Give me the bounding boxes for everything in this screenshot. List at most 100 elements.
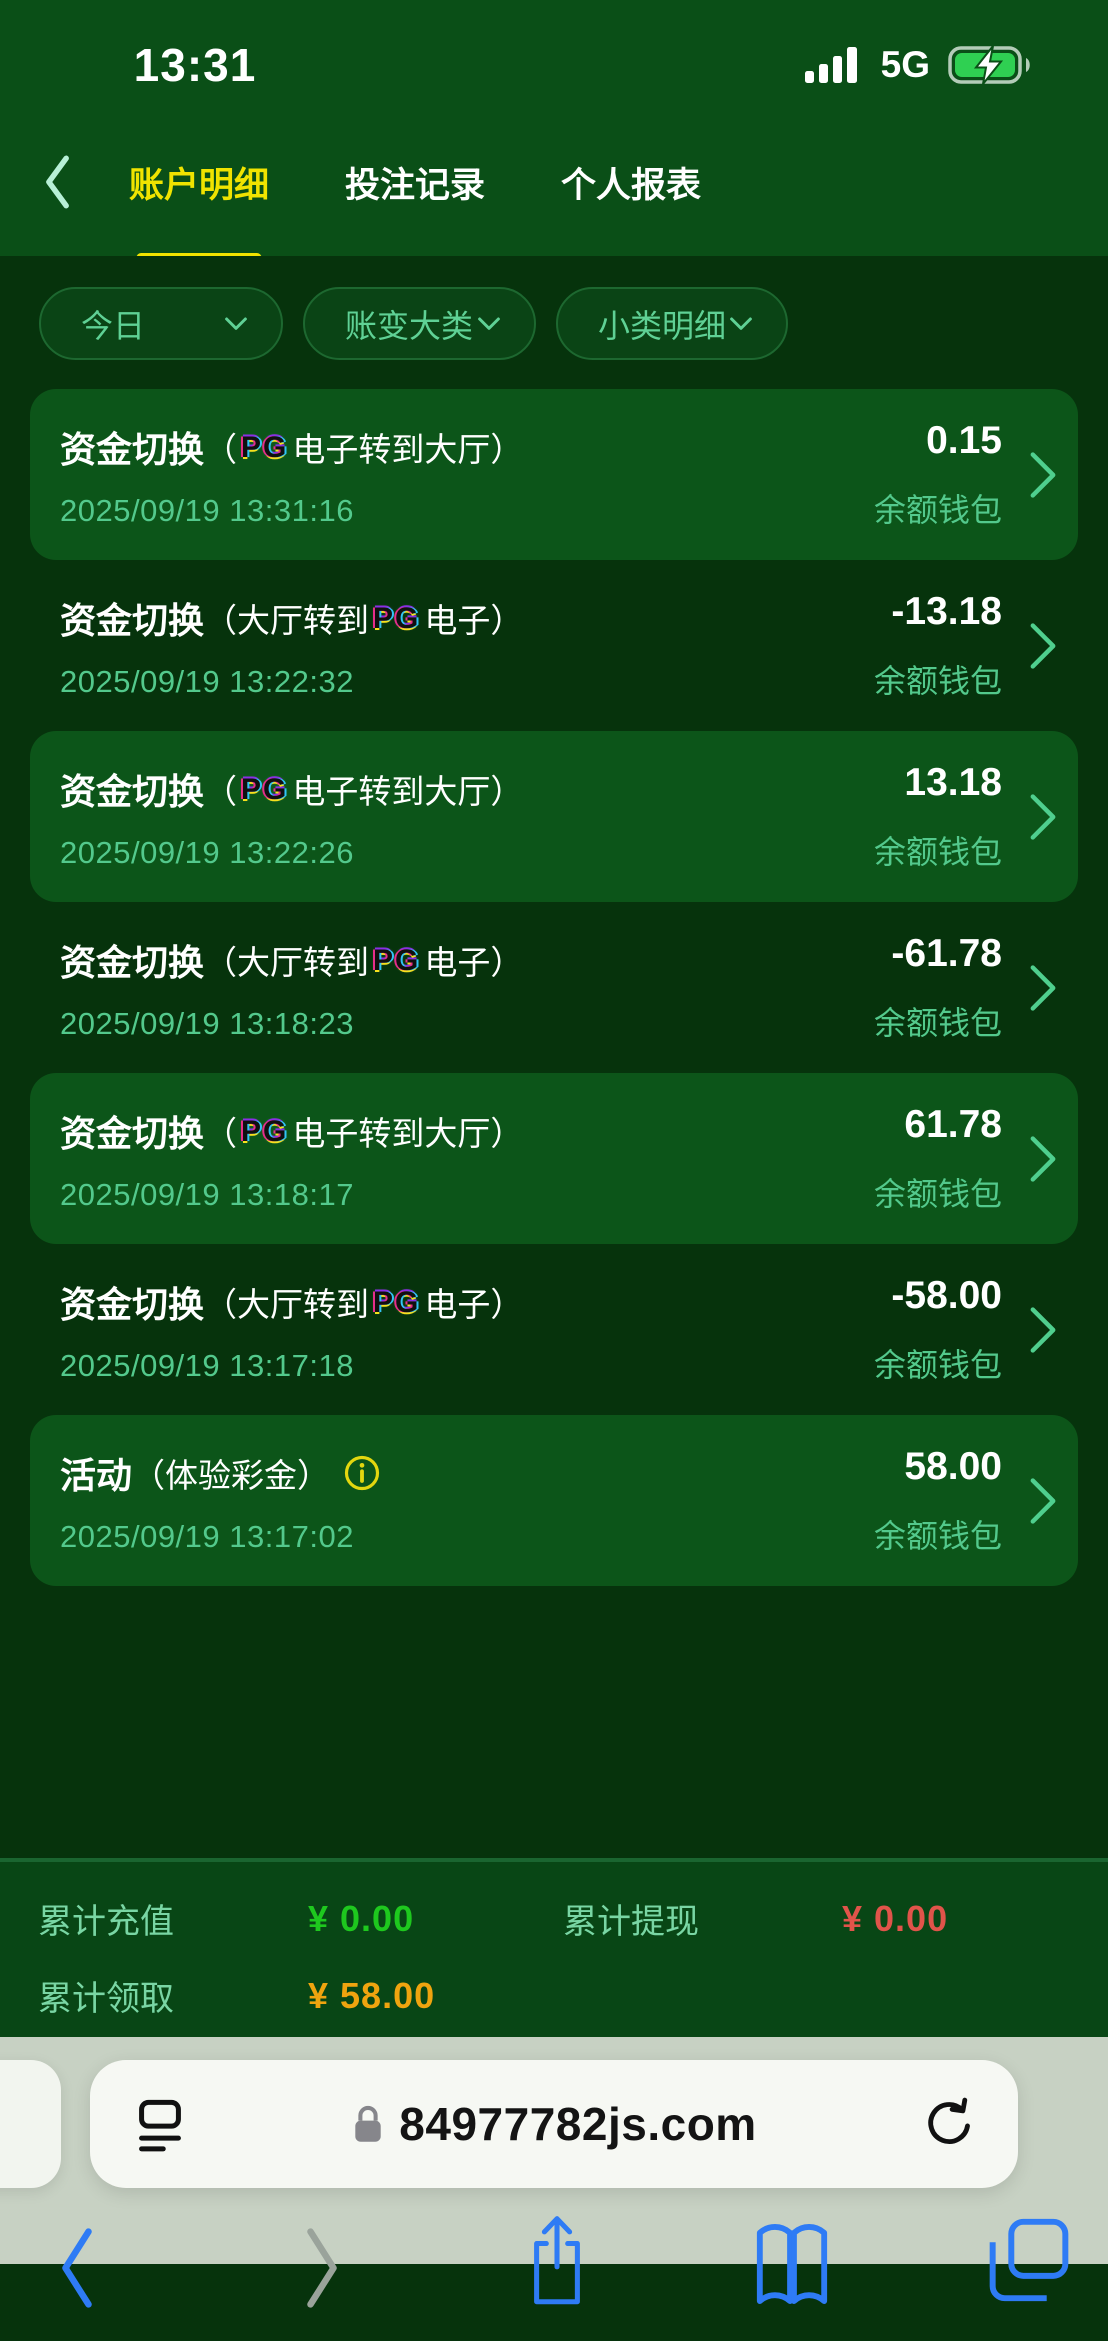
transaction-title: 资金切换 （大厅转到 PG 电子） — [60, 592, 874, 644]
filter-label: 今日 — [81, 307, 146, 344]
transaction-type-label: 资金切换 — [60, 428, 205, 470]
transaction-main: 活动 （体验彩金） 2025/09/19 13:17:02 — [60, 1447, 874, 1555]
pg-provider-logo-icon: PG — [373, 1285, 421, 1319]
transaction-right: 58.00 余额钱包 — [874, 1445, 1002, 1557]
totals-grid: 累计充值 ¥ 0.00 累计提现 ¥ 0.00 累计领取 ¥ 58.00 — [38, 1894, 1108, 2020]
tab-bar: 账户明细 投注记录 个人报表 — [129, 148, 701, 216]
chevron-right-icon — [1014, 449, 1072, 501]
transaction-type-label: 资金切换 — [60, 1283, 205, 1325]
detail-text: （ — [204, 772, 238, 810]
pg-provider-logo-icon: PG — [373, 943, 421, 977]
tab-bet-records[interactable]: 投注记录 — [345, 165, 486, 205]
transaction-right: 61.78 余额钱包 — [874, 1103, 1002, 1215]
summary-label: 累计领取 — [38, 1980, 174, 2018]
reload-icon[interactable] — [922, 2095, 976, 2153]
detail-text: （ — [204, 1114, 238, 1152]
detail-text: 电子转到大厅） — [292, 1114, 524, 1152]
browser-chrome: 84977782js.com — [0, 2037, 1108, 2308]
transaction-type-label: 资金切换 — [60, 770, 205, 812]
transaction-main: 资金切换（PG 电子转到大厅） 2025/09/19 13:22:26 — [60, 763, 874, 871]
transaction-row[interactable]: 资金切换（PG 电子转到大厅） 2025/09/19 13:18:17 61.78 余额… — [30, 1073, 1078, 1244]
url-text: 84977782js.com — [399, 2098, 757, 2150]
summary-value: ¥ 58.00 — [308, 1974, 436, 2016]
signal-strength-icon — [804, 45, 863, 85]
transaction-row[interactable]: 资金切换（PG 电子转到大厅） 2025/09/19 13:31:16 0.15 余额钱… — [30, 389, 1078, 560]
transaction-amount: -61.78 — [891, 931, 1002, 975]
transaction-datetime: 2025/09/19 13:17:02 — [60, 1518, 354, 1554]
pg-provider-logo-icon: PG — [241, 430, 289, 464]
filter-change-category[interactable]: 账变大类 — [303, 287, 536, 360]
chevron-down-icon — [221, 309, 251, 339]
back-button[interactable] — [26, 148, 90, 216]
transaction-type-label: 资金切换 — [60, 599, 205, 641]
transaction-right: 13.18 余额钱包 — [874, 761, 1002, 873]
transaction-right: -61.78 余额钱包 — [874, 932, 1002, 1044]
transaction-right: 0.15 余额钱包 — [874, 419, 1002, 531]
transaction-row[interactable]: 资金切换 （大厅转到 PG 电子） 2025/09/19 13:18:23 -61.78 余… — [30, 902, 1078, 1073]
transaction-datetime: 2025/09/19 13:22:32 — [60, 663, 354, 699]
transaction-detail: （大厅转到 PG 电子） — [204, 594, 523, 642]
info-icon[interactable] — [342, 1453, 382, 1493]
detail-text: （大厅转到 — [204, 601, 370, 639]
transaction-wallet-label: 余额钱包 — [873, 662, 1002, 699]
back-icon[interactable] — [54, 2225, 100, 2311]
transaction-amount: 13.18 — [904, 760, 1002, 804]
detail-text: 电子） — [424, 943, 524, 981]
transaction-amount: 61.78 — [904, 1102, 1002, 1146]
transaction-list: 资金切换（PG 电子转到大厅） 2025/09/19 13:31:16 0.15 余额钱… — [0, 389, 1108, 1586]
tab-account-detail[interactable]: 账户明细 — [129, 157, 269, 208]
transaction-row[interactable]: 资金切换 （大厅转到 PG 电子） 2025/09/19 13:22:32 -13.18 余… — [30, 560, 1078, 731]
transaction-datetime: 2025/09/19 13:18:23 — [60, 1005, 354, 1041]
summary-label: 累计充值 — [38, 1903, 174, 1941]
url-display: 84977782js.com — [90, 2097, 1018, 2151]
totals-summary-panel: 累计充值 ¥ 0.00 累计提现 ¥ 0.00 累计领取 ¥ 58.00 — [0, 1858, 1108, 2037]
account-detail-page: 今日 账变大类 小类明细 资金切换（PG 电子转到大厅） 2025/09/19 13:3… — [0, 256, 1108, 2037]
transaction-row[interactable]: 资金切换（PG 电子转到大厅） 2025/09/19 13:22:26 13.18 余额… — [30, 731, 1078, 902]
summary-value: ¥ 0.00 — [308, 1897, 415, 1939]
transaction-datetime: 2025/09/19 13:31:16 — [60, 492, 354, 528]
chevron-right-icon — [1014, 620, 1072, 672]
transaction-title: 资金切换（PG 电子转到大厅） — [60, 763, 874, 815]
filter-date-range[interactable]: 今日 — [39, 287, 283, 360]
filter-label: 小类明细 — [598, 307, 727, 344]
page-format-icon[interactable] — [134, 2094, 186, 2154]
bookmarks-icon[interactable] — [753, 2221, 831, 2307]
forward-icon[interactable] — [299, 2225, 345, 2311]
transaction-row[interactable]: 活动 （体验彩金） 2025/09/19 13:17:02 58.00 余额钱包 — [30, 1415, 1078, 1586]
transaction-row[interactable]: 资金切换 （大厅转到 PG 电子） 2025/09/19 13:17:18 -58.00 余… — [30, 1244, 1078, 1415]
detail-text: 电子） — [424, 601, 524, 639]
chevron-right-icon — [1014, 1475, 1072, 1527]
browser-toolbar — [0, 2211, 1108, 2341]
detail-text: （大厅转到 — [204, 1285, 370, 1323]
detail-text: 电子） — [424, 1285, 524, 1323]
transaction-type-label: 资金切换 — [60, 941, 205, 983]
filter-sub-category[interactable]: 小类明细 — [556, 287, 789, 360]
transaction-title: 资金切换 （大厅转到 PG 电子） — [60, 1276, 874, 1328]
transaction-amount: 0.15 — [926, 418, 1002, 462]
transaction-amount: 58.00 — [904, 1444, 1002, 1488]
transaction-amount: -58.00 — [891, 1273, 1002, 1317]
pg-provider-logo-icon: PG — [241, 772, 289, 806]
tab-personal-report[interactable]: 个人报表 — [561, 165, 702, 205]
detail-text: （大厅转到 — [204, 943, 370, 981]
address-bar[interactable]: 84977782js.com — [90, 2060, 1018, 2188]
share-icon[interactable] — [524, 2213, 590, 2309]
tabs-icon[interactable] — [988, 2217, 1070, 2303]
chevron-right-icon — [1014, 1304, 1072, 1356]
transaction-wallet-label: 余额钱包 — [873, 833, 1002, 870]
transaction-title: 资金切换 （大厅转到 PG 电子） — [60, 934, 874, 986]
transaction-wallet-label: 余额钱包 — [873, 1175, 1002, 1212]
adjacent-tab-peek[interactable] — [0, 2060, 61, 2188]
battery-charging-icon — [948, 44, 1034, 86]
transaction-detail: （PG 电子转到大厅） — [204, 1107, 523, 1155]
transaction-main: 资金切换 （大厅转到 PG 电子） 2025/09/19 13:17:18 — [60, 1276, 874, 1384]
transaction-detail: （PG 电子转到大厅） — [204, 765, 523, 813]
transaction-type-label: 活动 — [60, 1454, 133, 1496]
transaction-type-label: 资金切换 — [60, 1112, 205, 1154]
detail-text: 电子转到大厅） — [292, 430, 524, 468]
transaction-detail: （体验彩金） — [132, 1449, 382, 1497]
transaction-title: 资金切换（PG 电子转到大厅） — [60, 1105, 874, 1157]
transaction-datetime: 2025/09/19 13:22:26 — [60, 834, 354, 870]
transaction-right: -58.00 余额钱包 — [874, 1274, 1002, 1386]
transaction-amount: -13.18 — [891, 589, 1002, 633]
